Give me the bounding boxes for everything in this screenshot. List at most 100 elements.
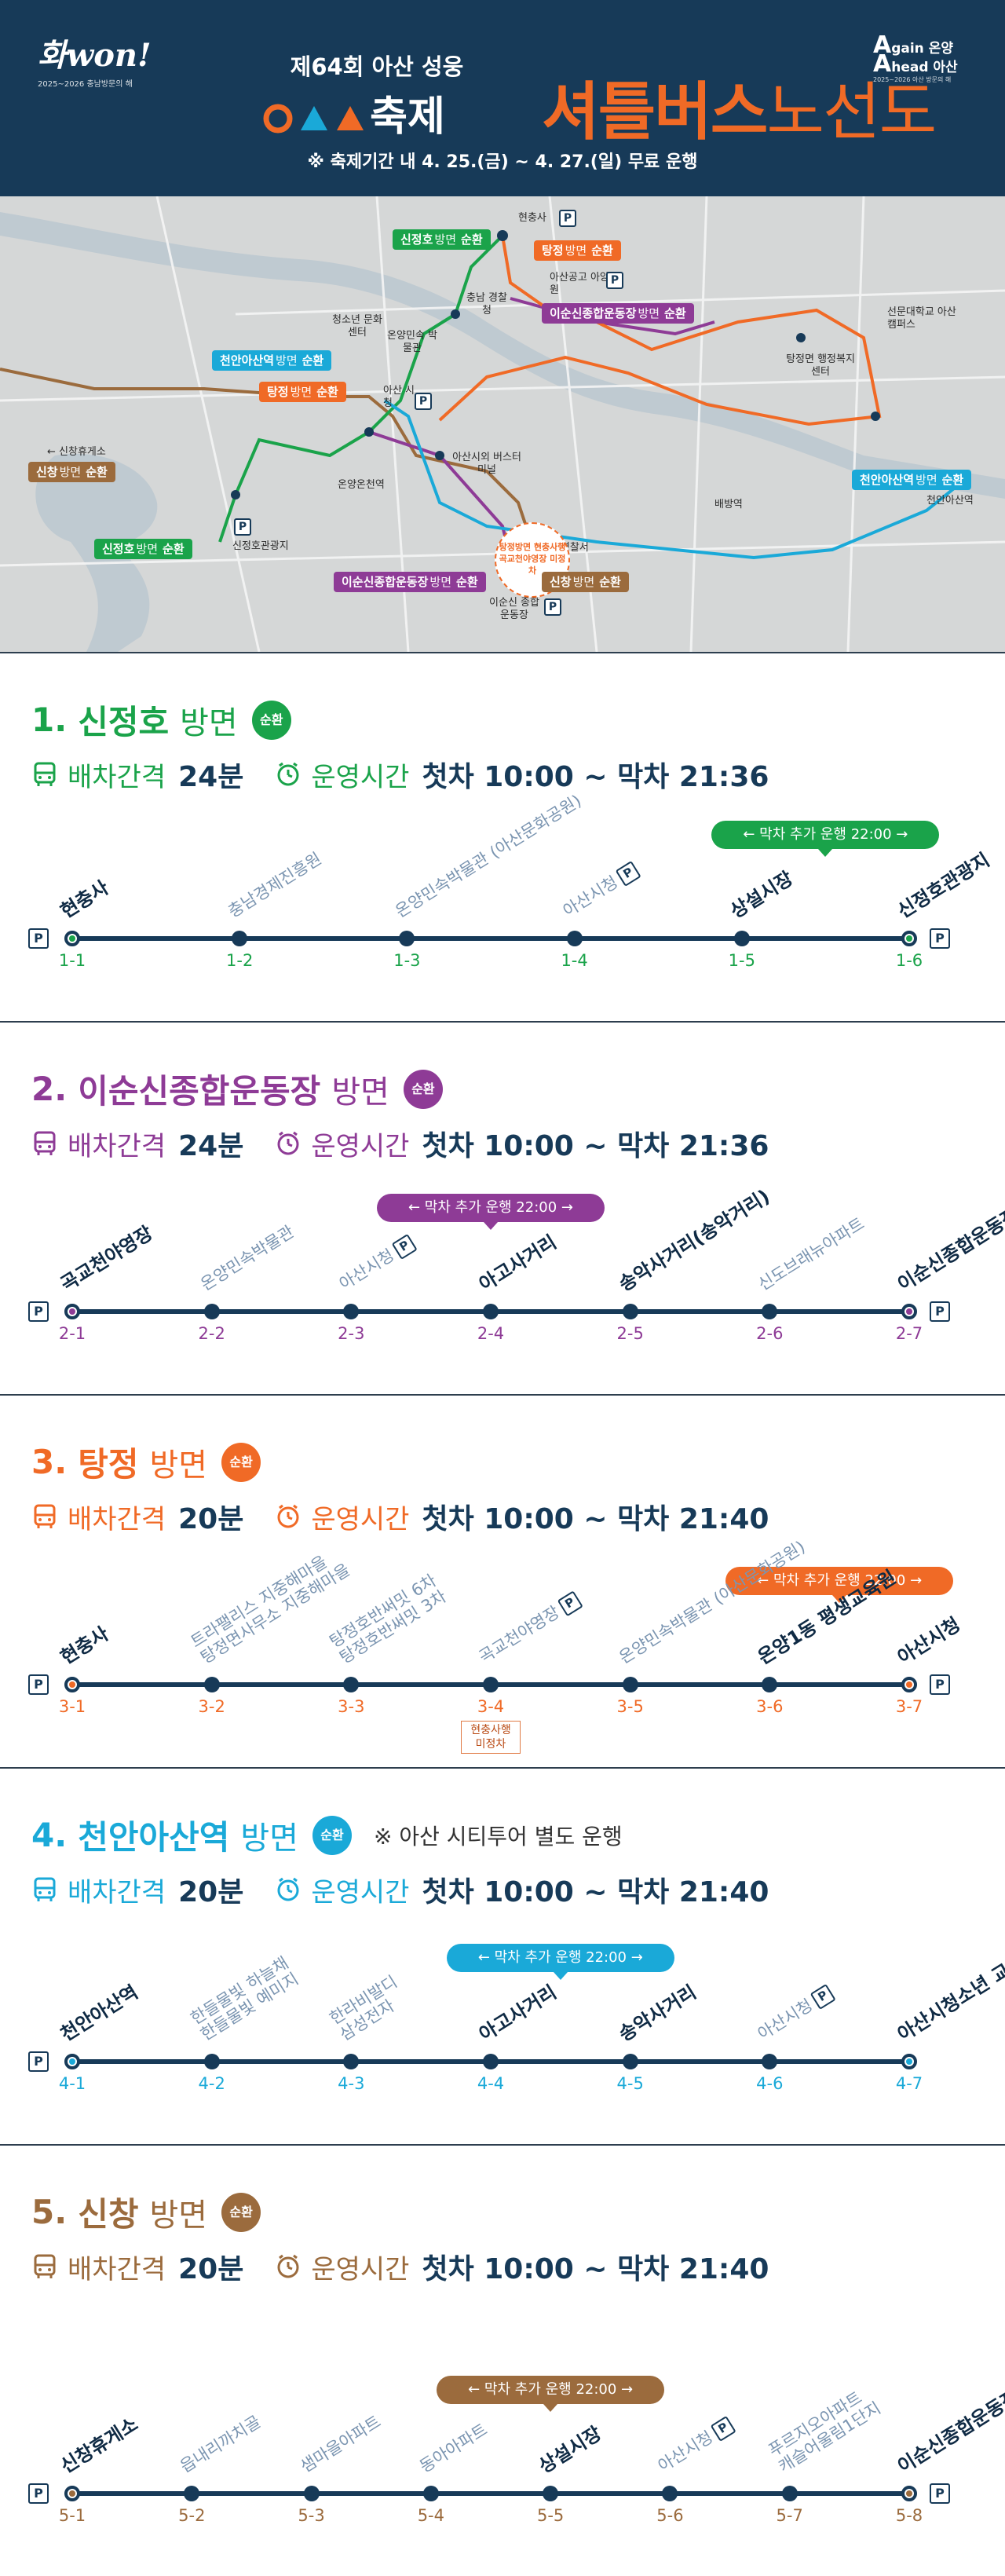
interval-value: 24분 xyxy=(178,1130,244,1162)
circular-badge: 순환 xyxy=(312,1815,352,1855)
stop-dot-inner xyxy=(906,935,912,942)
stop-dot xyxy=(622,1304,638,1319)
stop-dot xyxy=(303,2486,320,2501)
stop-name-part: 충남경제진흥원 xyxy=(225,848,325,921)
route-line-brown xyxy=(0,368,535,551)
stop-name: 아고사거리 xyxy=(475,1231,560,1295)
hours-label: 운영시간 xyxy=(311,1503,410,1535)
route-line-blue xyxy=(383,399,967,560)
parking-icon: P xyxy=(930,928,950,949)
route-name: 신창 xyxy=(78,2195,139,2234)
parking-icon: P xyxy=(930,1674,950,1695)
stop-name: 온양민속박물관 (아산문화공원) xyxy=(393,791,585,921)
stop-name: 아산시청소년 교육문화센터 xyxy=(894,1913,1005,2046)
route-schedule: 배차간격 20분 운영시간 첫차 10:00 ~ 막차 21:40 xyxy=(31,1496,769,1537)
route-schedule: 배차간격 24분 운영시간 첫차 10:00 ~ 막차 21:36 xyxy=(31,1123,769,1164)
triangle-shape-icon-2 xyxy=(334,97,366,130)
stop-code: 1-2 xyxy=(226,951,254,970)
route-number: 3. xyxy=(31,1443,68,1481)
stop-name: 곡교천야영장P xyxy=(476,1590,583,1667)
map-tag-sinjeongho-2: 신정호 방면 순환 xyxy=(94,539,192,559)
stop-name-part: 온양민속박물관 (아산문화공원) xyxy=(392,791,585,921)
stop-name-part: 아산시청 xyxy=(894,1613,964,1669)
stop-name-part: 아산시청 xyxy=(559,872,621,921)
stop-name-part: 상설시장 xyxy=(726,867,797,923)
stop-name-part: 샘마을아파트 xyxy=(296,2412,384,2476)
stop-name: 이순신종합운동장 xyxy=(894,2385,1005,2477)
hours-label: 운영시간 xyxy=(311,1130,410,1162)
parking-icon: P xyxy=(557,1590,583,1617)
hours-label: 운영시간 xyxy=(311,761,410,793)
hours-value: 첫차 10:00 ~ 막차 21:40 xyxy=(422,2253,769,2285)
map-parking-icon: P xyxy=(559,210,576,227)
stop-dot xyxy=(781,2486,798,2501)
stop-code: 4-1 xyxy=(58,2074,86,2093)
stop-name-part: 이순신종합운동장 xyxy=(894,1203,1005,1296)
parking-icon: P xyxy=(810,1983,837,2010)
route-line xyxy=(72,936,909,941)
stop-code: 4-4 xyxy=(477,2074,505,2093)
stop-name: 신도브래뉴아파트 xyxy=(755,1214,868,1294)
map-parking-icon: P xyxy=(606,272,623,289)
map-graphics xyxy=(0,196,1005,652)
stop-code: 5-3 xyxy=(298,2506,325,2525)
map-place: 탕정면 행정복지센터 xyxy=(786,353,855,378)
stop-dot xyxy=(566,931,583,946)
stop-name-part: 신도브래뉴아파트 xyxy=(755,1213,868,1294)
map-tag-tangjeong-2: 탕정 방면 순환 xyxy=(259,382,346,402)
parking-icon: P xyxy=(615,860,641,887)
alarm-clock-icon xyxy=(275,761,302,788)
stop-name: 읍내리까치골 xyxy=(177,2412,265,2476)
stop-dot-inner xyxy=(906,2058,912,2065)
stop-name-part: 천안아산역 xyxy=(57,1981,142,2046)
route-section: 5. 신창 방면 순환 배차간격 20분 운영시간 첫차 10:00 ~ 막차 21:40 P P… xyxy=(0,2144,1005,2576)
map-place: 현충사 xyxy=(518,212,546,224)
no-stop-notice: 현충사행 미정차 xyxy=(461,1721,521,1754)
bus-icon xyxy=(31,1876,58,1903)
alarm-clock-icon xyxy=(275,2253,302,2280)
stop-name-part: 송악사거리 xyxy=(614,1981,700,2046)
stop-code: 2-1 xyxy=(58,1324,86,1343)
stop-dot xyxy=(901,1304,917,1319)
stop-name: 샘마을아파트 xyxy=(297,2412,384,2476)
route-title: 2. 이순신종합운동장 방면 순환 xyxy=(31,1065,443,1113)
section-divider xyxy=(0,1394,1005,1396)
stop-code: 3-6 xyxy=(756,1697,784,1716)
triangle-shape-icon xyxy=(298,97,330,130)
stop-name-part: 읍내리까치골 xyxy=(177,2412,265,2476)
stop-dot xyxy=(343,1677,360,1692)
circular-badge: 순환 xyxy=(403,1069,443,1109)
stop-name-part: 곡교천야영장 xyxy=(57,1221,157,1296)
alarm-clock-icon xyxy=(275,1130,302,1157)
stop-dot-inner xyxy=(906,1308,912,1315)
interval-value: 20분 xyxy=(178,2253,244,2285)
logo-caption: 2025~2026 충남방문의 해 xyxy=(38,80,133,89)
map-parking-icon: P xyxy=(544,598,561,616)
stop-code: 2-2 xyxy=(198,1324,225,1343)
stop-code: 4-7 xyxy=(895,2074,923,2093)
route-name: 천안아산역 xyxy=(78,1818,230,1857)
stop-code: 5-2 xyxy=(178,2506,206,2525)
stop-name-part: 아산시청 xyxy=(336,1245,398,1294)
stop-name: 상설시장 xyxy=(726,867,797,923)
stop-code: 1-3 xyxy=(393,951,421,970)
stop-code: 3-4 xyxy=(477,1697,505,1716)
hours-value: 첫차 10:00 ~ 막차 21:40 xyxy=(422,1503,769,1535)
stop-name-part: 아고사거리 xyxy=(475,1981,561,2046)
stop-name: 송악사거리 xyxy=(614,1981,700,2046)
title-bold: 셔틀버스 xyxy=(542,75,768,148)
extra-late-bus-label: ← 막차 추가 운행 22:00 → xyxy=(377,1194,605,1230)
festival-suffix: 축제 xyxy=(370,93,445,141)
stop-dot xyxy=(64,1677,80,1692)
interval-value: 20분 xyxy=(178,1503,244,1535)
map-tag-cheonanasan-2: 천안아산역 방면 순환 xyxy=(852,470,972,490)
stop-code: 5-6 xyxy=(656,2506,684,2525)
section-divider xyxy=(0,2144,1005,2146)
stop-code: 5-1 xyxy=(58,2506,86,2525)
hours-value: 첫차 10:00 ~ 막차 21:36 xyxy=(422,1130,769,1162)
stop-dot-inner xyxy=(69,1308,75,1315)
hours-value: 첫차 10:00 ~ 막차 21:36 xyxy=(422,761,769,793)
parking-icon: P xyxy=(28,2483,49,2504)
map-place: 온양민속 박물관 xyxy=(387,330,437,354)
page-title: 셔틀버스노선도 xyxy=(542,61,937,152)
